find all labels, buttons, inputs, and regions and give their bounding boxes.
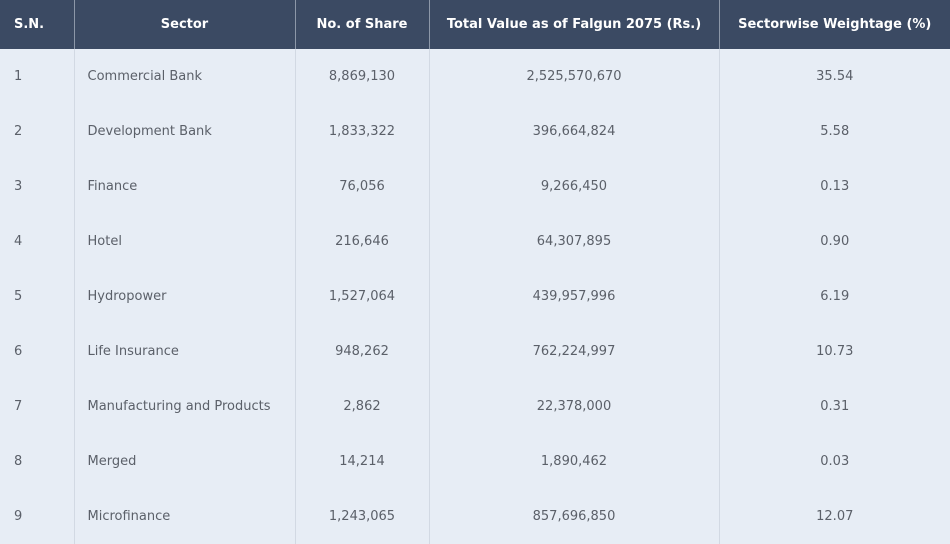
table-row: 8 Merged 14,214 1,890,462 0.03 <box>0 434 950 489</box>
cell-sn: 9 <box>0 489 75 544</box>
table-row: 5 Hydropower 1,527,064 439,957,996 6.19 <box>0 269 950 324</box>
cell-sector: Life Insurance <box>74 324 296 379</box>
cell-total-value: 762,224,997 <box>429 324 720 379</box>
cell-total-value: 9,266,450 <box>429 159 720 214</box>
header-weightage: Sectorwise Weightage (%) <box>719 0 950 49</box>
cell-weightage: 0.90 <box>719 214 950 269</box>
cell-total-value: 439,957,996 <box>429 269 720 324</box>
cell-sector: Merged <box>74 434 296 489</box>
cell-sn: 4 <box>0 214 75 269</box>
cell-sector: Hydropower <box>74 269 296 324</box>
header-sector: Sector <box>74 0 296 49</box>
cell-total-value: 2,525,570,670 <box>429 49 720 104</box>
cell-total-value: 64,307,895 <box>429 214 720 269</box>
table-row: 1 Commercial Bank 8,869,130 2,525,570,670 35… <box>0 49 950 104</box>
cell-shares: 1,833,322 <box>295 104 430 159</box>
cell-weightage: 0.13 <box>719 159 950 214</box>
cell-total-value: 1,890,462 <box>429 434 720 489</box>
cell-shares: 216,646 <box>295 214 430 269</box>
header-total-value: Total Value as of Falgun 2075 (Rs.) <box>429 0 720 49</box>
table-row: 3 Finance 76,056 9,266,450 0.13 <box>0 159 950 214</box>
cell-shares: 1,243,065 <box>295 489 430 544</box>
cell-sn: 5 <box>0 269 75 324</box>
table-row: 4 Hotel 216,646 64,307,895 0.90 <box>0 214 950 269</box>
cell-weightage: 0.03 <box>719 434 950 489</box>
cell-sn: 6 <box>0 324 75 379</box>
cell-weightage: 5.58 <box>719 104 950 159</box>
cell-sector: Microfinance <box>74 489 296 544</box>
table-row: 2 Development Bank 1,833,322 396,664,824 5.5… <box>0 104 950 159</box>
cell-sn: 2 <box>0 104 75 159</box>
cell-sector: Commercial Bank <box>74 49 296 104</box>
cell-sn: 8 <box>0 434 75 489</box>
table-row: 9 Microfinance 1,243,065 857,696,850 12.07 <box>0 489 950 544</box>
cell-shares: 948,262 <box>295 324 430 379</box>
cell-weightage: 6.19 <box>719 269 950 324</box>
cell-sn: 3 <box>0 159 75 214</box>
cell-sector: Manufacturing and Products <box>74 379 296 434</box>
cell-shares: 2,862 <box>295 379 430 434</box>
table-body: 1 Commercial Bank 8,869,130 2,525,570,670 35… <box>0 49 950 544</box>
cell-sector: Finance <box>74 159 296 214</box>
cell-total-value: 22,378,000 <box>429 379 720 434</box>
cell-shares: 1,527,064 <box>295 269 430 324</box>
cell-shares: 14,214 <box>295 434 430 489</box>
cell-shares: 76,056 <box>295 159 430 214</box>
cell-weightage: 0.31 <box>719 379 950 434</box>
cell-weightage: 10.73 <box>719 324 950 379</box>
cell-sn: 7 <box>0 379 75 434</box>
table-row: 7 Manufacturing and Products 2,862 22,378,0… <box>0 379 950 434</box>
cell-weightage: 35.54 <box>719 49 950 104</box>
cell-total-value: 396,664,824 <box>429 104 720 159</box>
header-row: S.N. Sector No. of Share Total Value as … <box>0 0 950 49</box>
table-row: 6 Life Insurance 948,262 762,224,997 10.73 <box>0 324 950 379</box>
header-shares: No. of Share <box>295 0 430 49</box>
cell-shares: 8,869,130 <box>295 49 430 104</box>
cell-weightage: 12.07 <box>719 489 950 544</box>
cell-total-value: 857,696,850 <box>429 489 720 544</box>
table-header: S.N. Sector No. of Share Total Value as … <box>0 0 950 49</box>
cell-sector: Hotel <box>74 214 296 269</box>
header-sn: S.N. <box>0 0 75 49</box>
cell-sn: 1 <box>0 49 75 104</box>
cell-sector: Development Bank <box>74 104 296 159</box>
